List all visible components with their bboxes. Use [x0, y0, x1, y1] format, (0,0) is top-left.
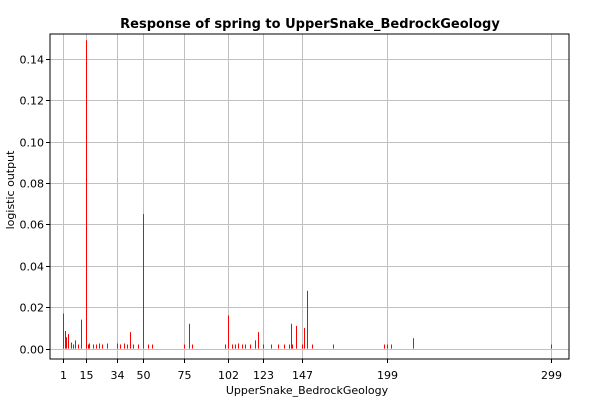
grid-layer: [50, 34, 569, 359]
y-tick-label: 0.08: [20, 178, 45, 191]
chart-title: Response of spring to UpperSnake_Bedrock…: [120, 17, 500, 32]
y-tick-label: 0.06: [20, 219, 45, 232]
x-axis-label: UpperSnake_BedrockGeology: [226, 384, 389, 397]
bars-layer: [63, 40, 552, 349]
y-tick-label: 0.10: [20, 137, 45, 150]
x-tick-label: 50: [137, 369, 151, 382]
y-tick-label: 0.02: [20, 302, 45, 315]
x-tick-label: 199: [377, 369, 398, 382]
plot-frame: [49, 33, 570, 360]
y-tick-label: 0.14: [20, 54, 45, 67]
x-tick-label: 1: [60, 369, 67, 382]
y-axis-label: logistic output: [4, 150, 17, 229]
y-tick-label: 0.12: [20, 95, 45, 108]
ticks-layer: 0.00 0.02 0.04 0.06 0.08 0.10 0.12 0.14 1 15 34 50 7…: [20, 54, 563, 383]
y-tick-label: 0.00: [20, 344, 45, 357]
y-tick-label: 0.04: [20, 261, 45, 274]
x-tick-label: 102: [218, 369, 239, 382]
x-tick-label: 34: [111, 369, 125, 382]
x-tick-label: 15: [80, 369, 94, 382]
x-tick-label: 299: [541, 369, 562, 382]
x-tick-label: 147: [292, 369, 313, 382]
x-tick-label: 123: [253, 369, 274, 382]
x-tick-label: 75: [178, 369, 192, 382]
